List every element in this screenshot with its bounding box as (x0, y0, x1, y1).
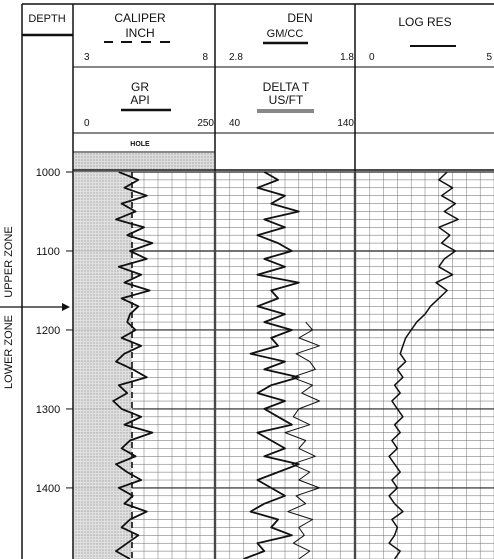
depth-tick-label: 1000 (36, 167, 60, 179)
log-res-scale-min: 0 (369, 52, 375, 63)
zone-label-upper: UPPER ZONE (3, 226, 15, 298)
delta-t-unit: US/FT (269, 93, 304, 107)
gr-unit: API (130, 93, 149, 107)
caliper-scale-max: 8 (202, 52, 208, 63)
zone-boundary-arrowhead (62, 303, 70, 311)
den-name: DEN (287, 11, 312, 25)
depth-tick-label: 1200 (36, 325, 60, 337)
delta-t-name: DELTA T (263, 80, 310, 94)
zone-labels: UPPER ZONE LOWER ZONE (0, 226, 70, 389)
depth-track: 1000 1100 1200 1300 1400 (36, 167, 73, 495)
den-scale-max: 1.8 (340, 52, 354, 63)
log-res-name: LOG RES (398, 15, 451, 29)
caliper-scale-min: 3 (84, 52, 90, 63)
zone-label-lower: LOWER ZONE (3, 315, 15, 389)
gr-scale-max: 250 (197, 118, 214, 129)
depth-header-label: DEPTH (28, 13, 65, 25)
delta-t-scale-min: 40 (229, 118, 241, 129)
hole-legend-swatch (74, 153, 214, 169)
depth-tick-label: 1100 (36, 246, 60, 258)
caliper-unit: INCH (125, 26, 154, 40)
track-3-grid (355, 171, 494, 559)
den-unit: GM/CC (267, 28, 304, 40)
gr-curve (112, 171, 154, 559)
log-res-scale-max: 5 (486, 52, 492, 63)
depth-tick-label: 1400 (36, 483, 60, 495)
track-2-grid (215, 171, 355, 559)
log-header: DEPTH CALIPER INCH 3 8 GR API 0 250 HOLE… (21, 3, 494, 559)
track-grids (73, 171, 494, 559)
caliper-name: CALIPER (114, 11, 166, 25)
delta-t-scale-max: 140 (337, 118, 354, 129)
hole-label: HOLE (130, 141, 150, 148)
log-curves (112, 171, 459, 559)
gr-name: GR (131, 80, 149, 94)
den-scale-min: 2.8 (229, 52, 243, 63)
gr-scale-min: 0 (84, 118, 90, 129)
log-res-curve (388, 171, 459, 559)
den-curve (243, 171, 300, 559)
delta-t-curve (284, 321, 320, 559)
depth-tick-label: 1300 (36, 404, 60, 416)
